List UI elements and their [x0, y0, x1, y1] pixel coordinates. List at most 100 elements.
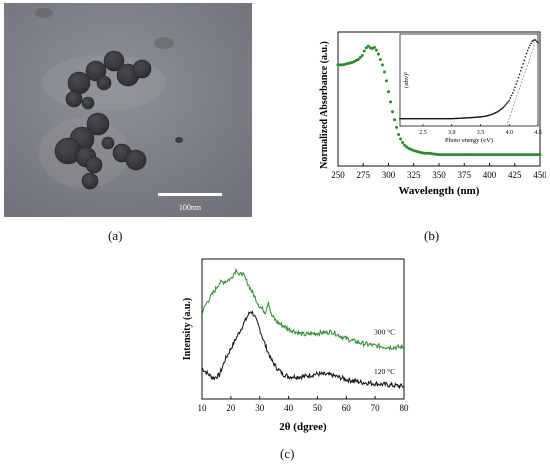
inset-data-point — [422, 117, 424, 120]
inset-data-point — [524, 56, 527, 58]
inset-data-point — [447, 117, 450, 120]
series-label-300c: 300 °C — [374, 328, 395, 337]
inset-data-point — [469, 116, 471, 119]
inset-data-point — [402, 117, 405, 120]
nanoparticle-cluster-bottom — [54, 112, 147, 190]
x-tick-label: 350 — [432, 170, 446, 180]
inset-data-point — [532, 39, 535, 42]
inset-data-point — [437, 117, 439, 120]
data-point — [356, 57, 360, 61]
inset-data-point — [511, 92, 514, 94]
inset-data-point — [421, 117, 423, 120]
inset-x-tick-label: 3.5 — [477, 130, 485, 136]
x-tick-label: 300 — [382, 170, 396, 180]
inset-data-point — [529, 44, 531, 47]
inset-data-point — [399, 117, 401, 120]
x-tick-label: 50 — [313, 403, 323, 413]
inset-data-point — [476, 116, 478, 118]
x-tick-label: 250 — [331, 170, 345, 180]
data-point — [362, 49, 366, 53]
inset-data-point — [518, 73, 521, 76]
inset-data-point — [526, 49, 529, 52]
tem-micrograph: 100nm — [4, 3, 252, 217]
inset-data-point — [455, 117, 458, 120]
inset-data-point — [498, 110, 500, 112]
series-line-120c — [201, 310, 405, 390]
inset-data-point — [525, 52, 528, 55]
data-point — [382, 70, 386, 74]
inset-data-point — [413, 117, 415, 120]
inset-data-point — [531, 40, 534, 43]
x-tick-label: 375 — [458, 170, 472, 180]
x-axis-label: Wavelength (nm) — [399, 185, 480, 197]
data-point — [376, 52, 380, 56]
inset-data-point — [403, 117, 406, 120]
inset-data-point — [434, 117, 437, 120]
inset-data-point — [508, 99, 511, 102]
inset-data-point — [401, 117, 404, 120]
inset-data-point — [503, 105, 506, 107]
inset-data-point — [475, 116, 477, 119]
inset-data-point — [442, 117, 445, 120]
inset-data-point — [523, 59, 525, 62]
data-point — [360, 53, 364, 57]
data-point — [358, 55, 362, 59]
data-point — [380, 63, 384, 67]
data-point — [395, 125, 399, 129]
inset-data-point — [470, 116, 473, 119]
inset-data-point — [471, 116, 474, 119]
inset-data-point — [528, 47, 530, 49]
scale-bar — [158, 193, 222, 196]
inset-data-point — [427, 117, 430, 120]
panel-label-a: (a) — [108, 228, 123, 243]
x-tick-label: 10 — [198, 403, 208, 413]
data-point — [364, 46, 368, 50]
y-axis-label: Normalized Absorbance (a.u.) — [319, 41, 330, 169]
inset-x-tick-label: 3.0 — [448, 130, 456, 136]
inset-data-point — [515, 83, 517, 85]
inset-data-point — [433, 117, 436, 120]
inset-data-point — [410, 117, 413, 120]
inset-data-point — [517, 76, 520, 79]
inset-data-point — [472, 116, 475, 119]
inset-data-point — [534, 39, 537, 41]
x-axis-label: 2θ (dgree) — [279, 421, 327, 433]
data-point — [399, 137, 403, 141]
inset-data-point — [406, 117, 408, 120]
data-point — [378, 57, 382, 61]
inset-data-point — [400, 117, 402, 120]
inset-data-point — [426, 117, 429, 120]
inset-data-point — [414, 117, 416, 120]
inset-data-point — [521, 66, 523, 69]
inset-data-point — [509, 97, 512, 99]
panel-label-b: (b) — [424, 228, 440, 243]
inset-data-point — [449, 117, 452, 120]
data-point — [397, 133, 401, 137]
data-point — [391, 110, 395, 114]
scale-bar-label: 100nm — [179, 203, 202, 212]
x-tick-label: 400 — [483, 170, 497, 180]
inset-data-point — [416, 117, 419, 120]
inset-data-point — [513, 89, 515, 91]
uv-absorbance-chart: 250 275 300 325 350 375 400 425 450 Wavelength (n… — [319, 31, 546, 197]
x-tick-label: 325 — [407, 170, 421, 180]
inset-data-point — [537, 42, 539, 44]
x-tick-label: 80 — [400, 403, 410, 413]
inset-data-point — [448, 117, 451, 120]
inset-data-point — [453, 117, 455, 120]
inset-data-point — [502, 106, 505, 109]
inset-data-point — [417, 117, 420, 120]
inset-series — [399, 39, 539, 120]
inset-data-point — [505, 103, 507, 106]
inset-data-point — [418, 117, 421, 120]
inset-data-point — [424, 117, 427, 120]
inset-data-point — [464, 117, 467, 119]
x-tick-label: 450 — [533, 170, 546, 180]
inset-data-point — [473, 116, 476, 119]
inset-y-axis-label: (αhν)² — [403, 72, 410, 88]
inset-x-tick-label: 4.5 — [534, 130, 542, 136]
inset-data-point — [516, 80, 519, 82]
inset-data-point — [411, 117, 414, 120]
inset-data-point — [462, 117, 465, 119]
x-tick-label: 40 — [284, 403, 294, 413]
